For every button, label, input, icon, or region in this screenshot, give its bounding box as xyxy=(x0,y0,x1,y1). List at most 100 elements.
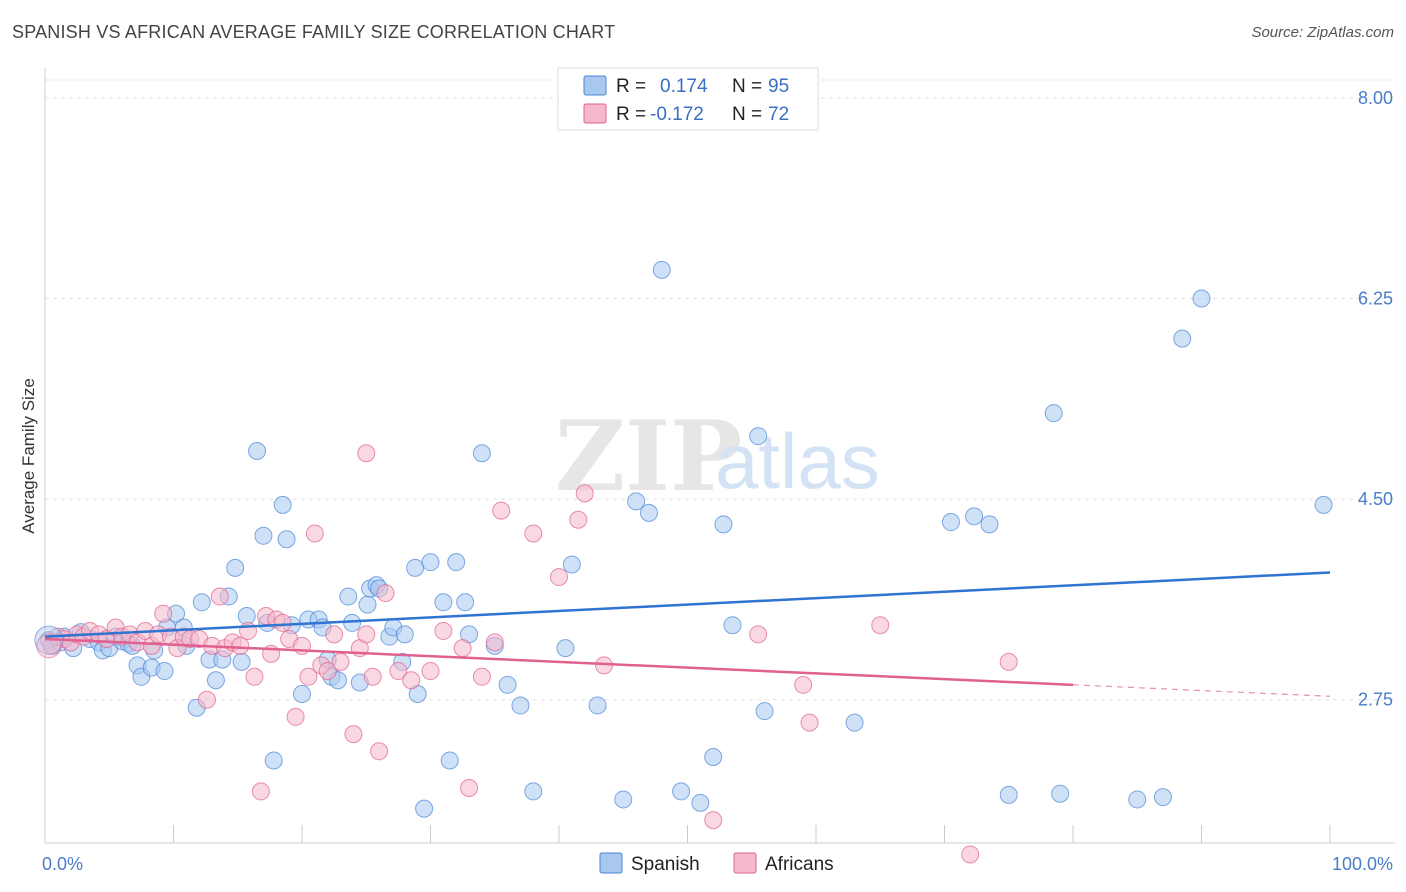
data-point xyxy=(556,639,575,658)
data-point xyxy=(453,639,472,658)
data-point xyxy=(672,782,691,801)
legend-r-label-2: R = xyxy=(616,104,646,125)
watermark-atlas: atlas xyxy=(715,417,880,505)
series-africans xyxy=(42,444,1018,864)
series-spanish xyxy=(39,260,1333,818)
data-point xyxy=(511,696,530,715)
data-point xyxy=(845,713,864,732)
trend-line-africans-extension xyxy=(1072,684,1331,697)
data-point xyxy=(460,778,479,797)
data-point xyxy=(704,748,723,767)
data-point xyxy=(331,652,350,671)
data-point xyxy=(395,625,414,644)
bottom-legend: Spanish Africans xyxy=(599,852,834,875)
data-point xyxy=(248,441,267,460)
data-point xyxy=(1173,329,1192,348)
data-point xyxy=(749,625,768,644)
data-point xyxy=(389,662,408,681)
data-point xyxy=(1192,289,1211,308)
x-tick-label-start: 0.0% xyxy=(42,854,83,874)
legend-n-value-2: 72 xyxy=(768,104,789,125)
data-point xyxy=(794,675,813,694)
trend-line-spanish xyxy=(44,571,1331,638)
data-point xyxy=(524,524,543,543)
gridlines xyxy=(45,79,1395,701)
data-point xyxy=(569,510,588,529)
bottom-legend-swatch-africans xyxy=(733,852,757,874)
data-point xyxy=(1044,404,1063,423)
data-point xyxy=(273,613,292,632)
data-point xyxy=(210,587,229,606)
data-point xyxy=(999,785,1018,804)
data-points xyxy=(34,260,1333,864)
data-point xyxy=(1153,788,1172,807)
data-point xyxy=(358,595,377,614)
tick-labels: 8.00 6.25 4.50 2.75 0.0% 100.0% xyxy=(42,88,1393,874)
data-point xyxy=(440,751,459,770)
data-point xyxy=(192,593,211,612)
data-point xyxy=(299,667,318,686)
data-point xyxy=(941,513,960,532)
data-point xyxy=(226,558,245,577)
data-point xyxy=(588,696,607,715)
trend-lines xyxy=(44,571,1331,697)
legend-r-value-2: -0.172 xyxy=(650,104,704,125)
data-point xyxy=(237,607,256,626)
data-point xyxy=(339,587,358,606)
data-point xyxy=(415,799,434,818)
data-point xyxy=(447,553,466,572)
data-point xyxy=(1051,784,1070,803)
bottom-legend-spanish: Spanish xyxy=(631,854,700,875)
data-point xyxy=(344,725,363,744)
data-point xyxy=(305,524,324,543)
data-point xyxy=(232,652,251,671)
data-point xyxy=(264,751,283,770)
legend-n-label-2: N = xyxy=(732,104,762,125)
data-point xyxy=(343,613,362,632)
data-point xyxy=(723,616,742,635)
data-point xyxy=(254,526,273,545)
data-point xyxy=(492,501,511,520)
y-tick-label: 6.25 xyxy=(1358,289,1393,309)
data-point xyxy=(434,593,453,612)
legend-swatch-spanish xyxy=(583,75,607,96)
source-label: Source: ZipAtlas.com xyxy=(1251,24,1394,41)
data-point xyxy=(871,616,890,635)
data-point xyxy=(1128,790,1147,809)
data-point xyxy=(154,604,173,623)
data-point xyxy=(639,503,658,522)
data-point xyxy=(1314,495,1333,514)
data-point xyxy=(357,625,376,644)
data-point xyxy=(318,662,337,681)
data-point xyxy=(704,811,723,830)
data-point xyxy=(197,690,216,709)
x-tick-label-end: 100.0% xyxy=(1332,854,1393,874)
legend-n-label-1: N = xyxy=(732,76,762,97)
bottom-legend-africans: Africans xyxy=(765,854,834,875)
data-point xyxy=(286,707,305,726)
data-point xyxy=(691,793,710,812)
data-point xyxy=(550,568,568,587)
data-point xyxy=(273,495,292,514)
data-point xyxy=(421,553,440,572)
data-point xyxy=(749,427,768,446)
data-point xyxy=(980,515,999,534)
data-point xyxy=(421,662,440,681)
data-point xyxy=(155,662,174,681)
data-point xyxy=(961,845,980,864)
data-point xyxy=(402,671,421,690)
data-point xyxy=(357,444,376,463)
data-point xyxy=(524,782,543,801)
legend-r-label-1: R = xyxy=(616,76,646,97)
data-point xyxy=(627,492,646,511)
data-point xyxy=(251,782,270,801)
data-point xyxy=(472,444,491,463)
y-tick-label: 8.00 xyxy=(1358,88,1393,108)
data-point xyxy=(206,671,225,690)
legend: R = 0.174 N = 95 R = -0.172 N = 72 xyxy=(557,67,819,131)
data-point xyxy=(498,675,517,694)
data-point xyxy=(614,790,633,809)
data-point xyxy=(325,625,344,644)
data-point xyxy=(755,702,774,721)
